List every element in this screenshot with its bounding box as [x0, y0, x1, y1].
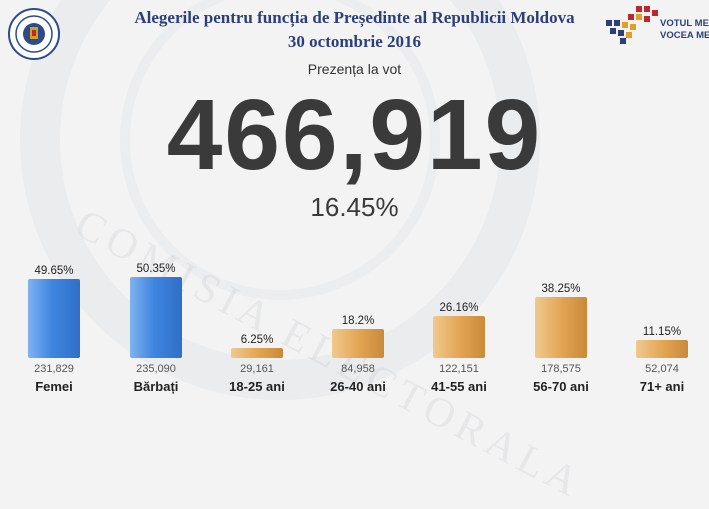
- chart-bar: [332, 329, 384, 358]
- chart-bar-percent: 26.16%: [439, 302, 479, 314]
- chart-bar-count: 84,958: [341, 363, 375, 375]
- chart-column-1: 50.35% 235,090 Bărbați: [116, 250, 196, 400]
- chart-category-label: 18-25 ani: [229, 379, 285, 394]
- logo-text-line1: VOTUL MEU: [660, 18, 709, 29]
- chart-category-label: 56-70 ani: [533, 379, 589, 394]
- chart-bar: [130, 277, 182, 358]
- chart-bar-count: 29,161: [240, 363, 274, 375]
- chart-column-2: 6.25% 29,161 18-25 ani: [217, 250, 297, 400]
- chart-column-6: 11.15% 52,074 71+ ani: [622, 250, 702, 400]
- chart-category-label: 41-55 ani: [431, 379, 487, 394]
- chart-bar: [433, 316, 485, 358]
- chart-bar-count: 178,575: [541, 363, 581, 375]
- election-date: 30 octombrie 2016: [287, 32, 422, 51]
- chart-bar-percent: 18.2%: [341, 315, 375, 327]
- background-seal-ring: [120, 0, 440, 300]
- chart-bar-percent: 49.65%: [34, 265, 74, 277]
- chart-column-3: 18.2% 84,958 26-40 ani: [318, 250, 398, 400]
- turnout-label: Prezența la vot: [307, 61, 402, 77]
- chart-bar-count: 122,151: [439, 363, 479, 375]
- chart-bar-count: 235,090: [136, 363, 176, 375]
- page-title: Alegerile pentru funcția de Președinte a…: [134, 8, 575, 27]
- turnout-total: 466,919: [166, 79, 543, 191]
- chart-column-4: 26.16% 122,151 41-55 ani: [419, 250, 499, 400]
- chart-column-5: 38.25% 178,575 56-70 ani: [521, 250, 601, 400]
- chart-category-label: 71+ ani: [639, 379, 685, 394]
- chart-category-label: Femei: [35, 379, 73, 394]
- chart-bar-percent: 50.35%: [136, 263, 176, 275]
- chart-bar-percent: 11.15%: [642, 326, 682, 338]
- chart-category-label: 26-40 ani: [330, 379, 386, 394]
- turnout-percent: 16.45%: [310, 192, 399, 222]
- chart-bar-percent: 6.25%: [240, 334, 274, 346]
- logo-text-line2: VOCEA MEA: [660, 30, 709, 41]
- chart-bar: [535, 297, 587, 358]
- cec-seal-icon: [8, 8, 60, 60]
- chart-bar-percent: 38.25%: [541, 283, 581, 295]
- chart-category-label: Bărbați: [133, 379, 179, 394]
- chart-column-0: 49.65% 231,829 Femei: [14, 250, 94, 400]
- chart-bar: [636, 340, 688, 358]
- chart-bar-count: 231,829: [34, 363, 74, 375]
- chart-bar: [231, 348, 283, 358]
- chart-bar: [28, 279, 80, 358]
- votul-meu-logo: VOTUL MEU VOCEA MEA: [606, 4, 709, 64]
- chart-bar-count: 52,074: [645, 363, 679, 375]
- ballot-grid-icon: [606, 6, 658, 44]
- turnout-breakdown-chart: 49.65% 231,829 Femei 50.35% 235,090 Bărbați 6.…: [0, 250, 709, 400]
